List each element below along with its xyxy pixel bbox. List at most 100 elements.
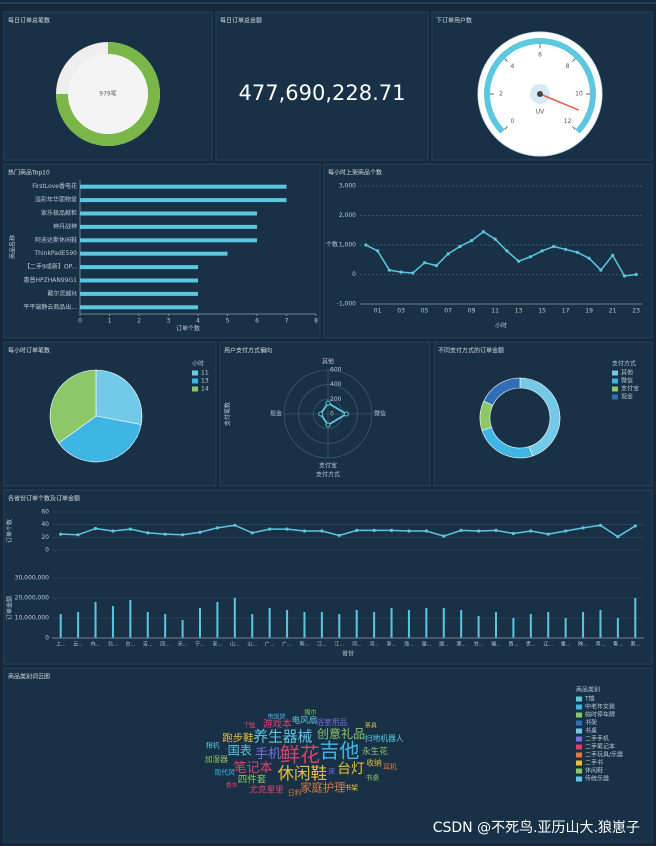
y-tick-label: 0 [45,635,49,642]
word: 收纳 [366,757,382,767]
bar [286,610,289,638]
x-tick-label: 6 [255,318,259,325]
legend-title: 支付方式 [612,360,636,368]
line-point [540,249,544,253]
x-tick-label: 甘... [474,641,484,648]
legend-label: 13 [201,378,209,385]
gauge-band [484,37,596,134]
bar [442,608,445,638]
y-axis-title: 个数 [326,241,338,249]
y-tick-label: 20 [41,534,49,541]
x-tick-label: 广... [282,641,292,648]
bar [390,608,393,638]
bar [425,608,428,638]
x-tick-label: 09 [468,308,476,315]
y-axis-title: 订单个数 [6,519,14,543]
bar [80,291,198,296]
x-axis-title: 支付方式 [316,471,340,479]
gauge-tick-label: 8 [566,63,570,70]
radar-point [318,411,324,417]
line-point [494,528,498,532]
line-point [511,531,516,536]
radar-indicator: 其他 [322,358,334,366]
x-tick-label: 03 [397,308,405,315]
x-tick-label: 0 [78,318,82,325]
legend-swatch [576,728,582,734]
chart-title: 每小时订单笔数 [8,347,50,355]
y-tick-label: 惠普HPZHAN99G1 [24,276,78,284]
x-tick-label: 湖... [439,641,449,648]
x-tick-label: 海... [404,641,414,648]
line-point [446,252,450,256]
word: 休闲鞋 [277,764,327,783]
word: 手机 [255,747,281,762]
legend-label: 支付宝 [621,385,639,393]
bar [80,251,228,256]
x-tick-label: 重... [561,641,571,648]
bar [94,602,97,638]
chart-title: 各省份订单个数及订单金额 [8,495,80,503]
legend-swatch [192,378,198,384]
radar-indicator: 支付宝 [319,462,337,470]
word: T恤 [243,720,255,729]
x-axis-title: 小时 [495,322,507,330]
x-tick-label: 辽... [543,641,553,648]
line-point [564,529,568,533]
x-tick-label: 13 [515,308,523,315]
bar [320,612,323,638]
line-point [215,526,220,530]
gauge-tick [572,126,576,130]
x-tick-label: 19 [585,308,593,315]
x-tick-label: 7 [285,318,289,325]
line-point [552,244,556,249]
gauge-hub [537,91,543,97]
legend-label: 11 [201,370,209,377]
gauge-tick-label: 0 [511,118,515,125]
bar [80,184,287,189]
panel [3,667,653,843]
x-tick-label: 安... [213,641,223,648]
x-tick-label: 福... [491,641,501,648]
line-point [59,532,63,536]
line-point [93,526,98,531]
word: 笔记本 [234,760,273,776]
line-point [493,237,497,241]
bar [355,610,358,638]
x-tick-label: 内... [91,641,101,648]
bar [477,616,480,638]
radar-tick-label: 400 [330,381,342,388]
radar-indicator: 现金 [270,410,282,418]
y-tick-label: 戴尔灵越lit [47,289,77,297]
line-point [581,526,585,530]
x-tick-label: 天... [178,642,188,648]
word: 相机 [206,741,220,750]
x-tick-label: 3 [167,318,171,325]
pie-slice [58,415,142,463]
legend-swatch [192,386,198,392]
radar-indicator: 微信 [374,410,386,418]
legend-swatch [576,768,582,774]
word: 电风扇 [292,714,318,726]
legend-label: 书桌 [585,727,597,735]
line-point [546,532,550,536]
line-point [587,256,591,260]
x-tick-label: 8 [314,318,318,325]
word: 日料 [288,788,302,797]
y-tick-label: 0 [352,271,356,278]
word: 鲜花 [280,743,320,767]
line-point [442,534,446,538]
bar [181,620,184,638]
legend-swatch [612,394,618,400]
x-tick-label: 21 [609,308,617,315]
radar-point [325,400,331,406]
legend-swatch [576,704,582,710]
word: 电饭煲 [267,712,285,720]
word: 四件套 [238,773,267,785]
line-point [364,243,368,247]
bar [407,610,410,638]
y-tick-label: 30,000,000 [15,575,50,582]
line-point [424,529,428,533]
line-point [146,531,150,535]
chart-title: 每小时上架商品个数 [328,169,382,177]
y-axis-title: 订单金额 [6,596,14,620]
